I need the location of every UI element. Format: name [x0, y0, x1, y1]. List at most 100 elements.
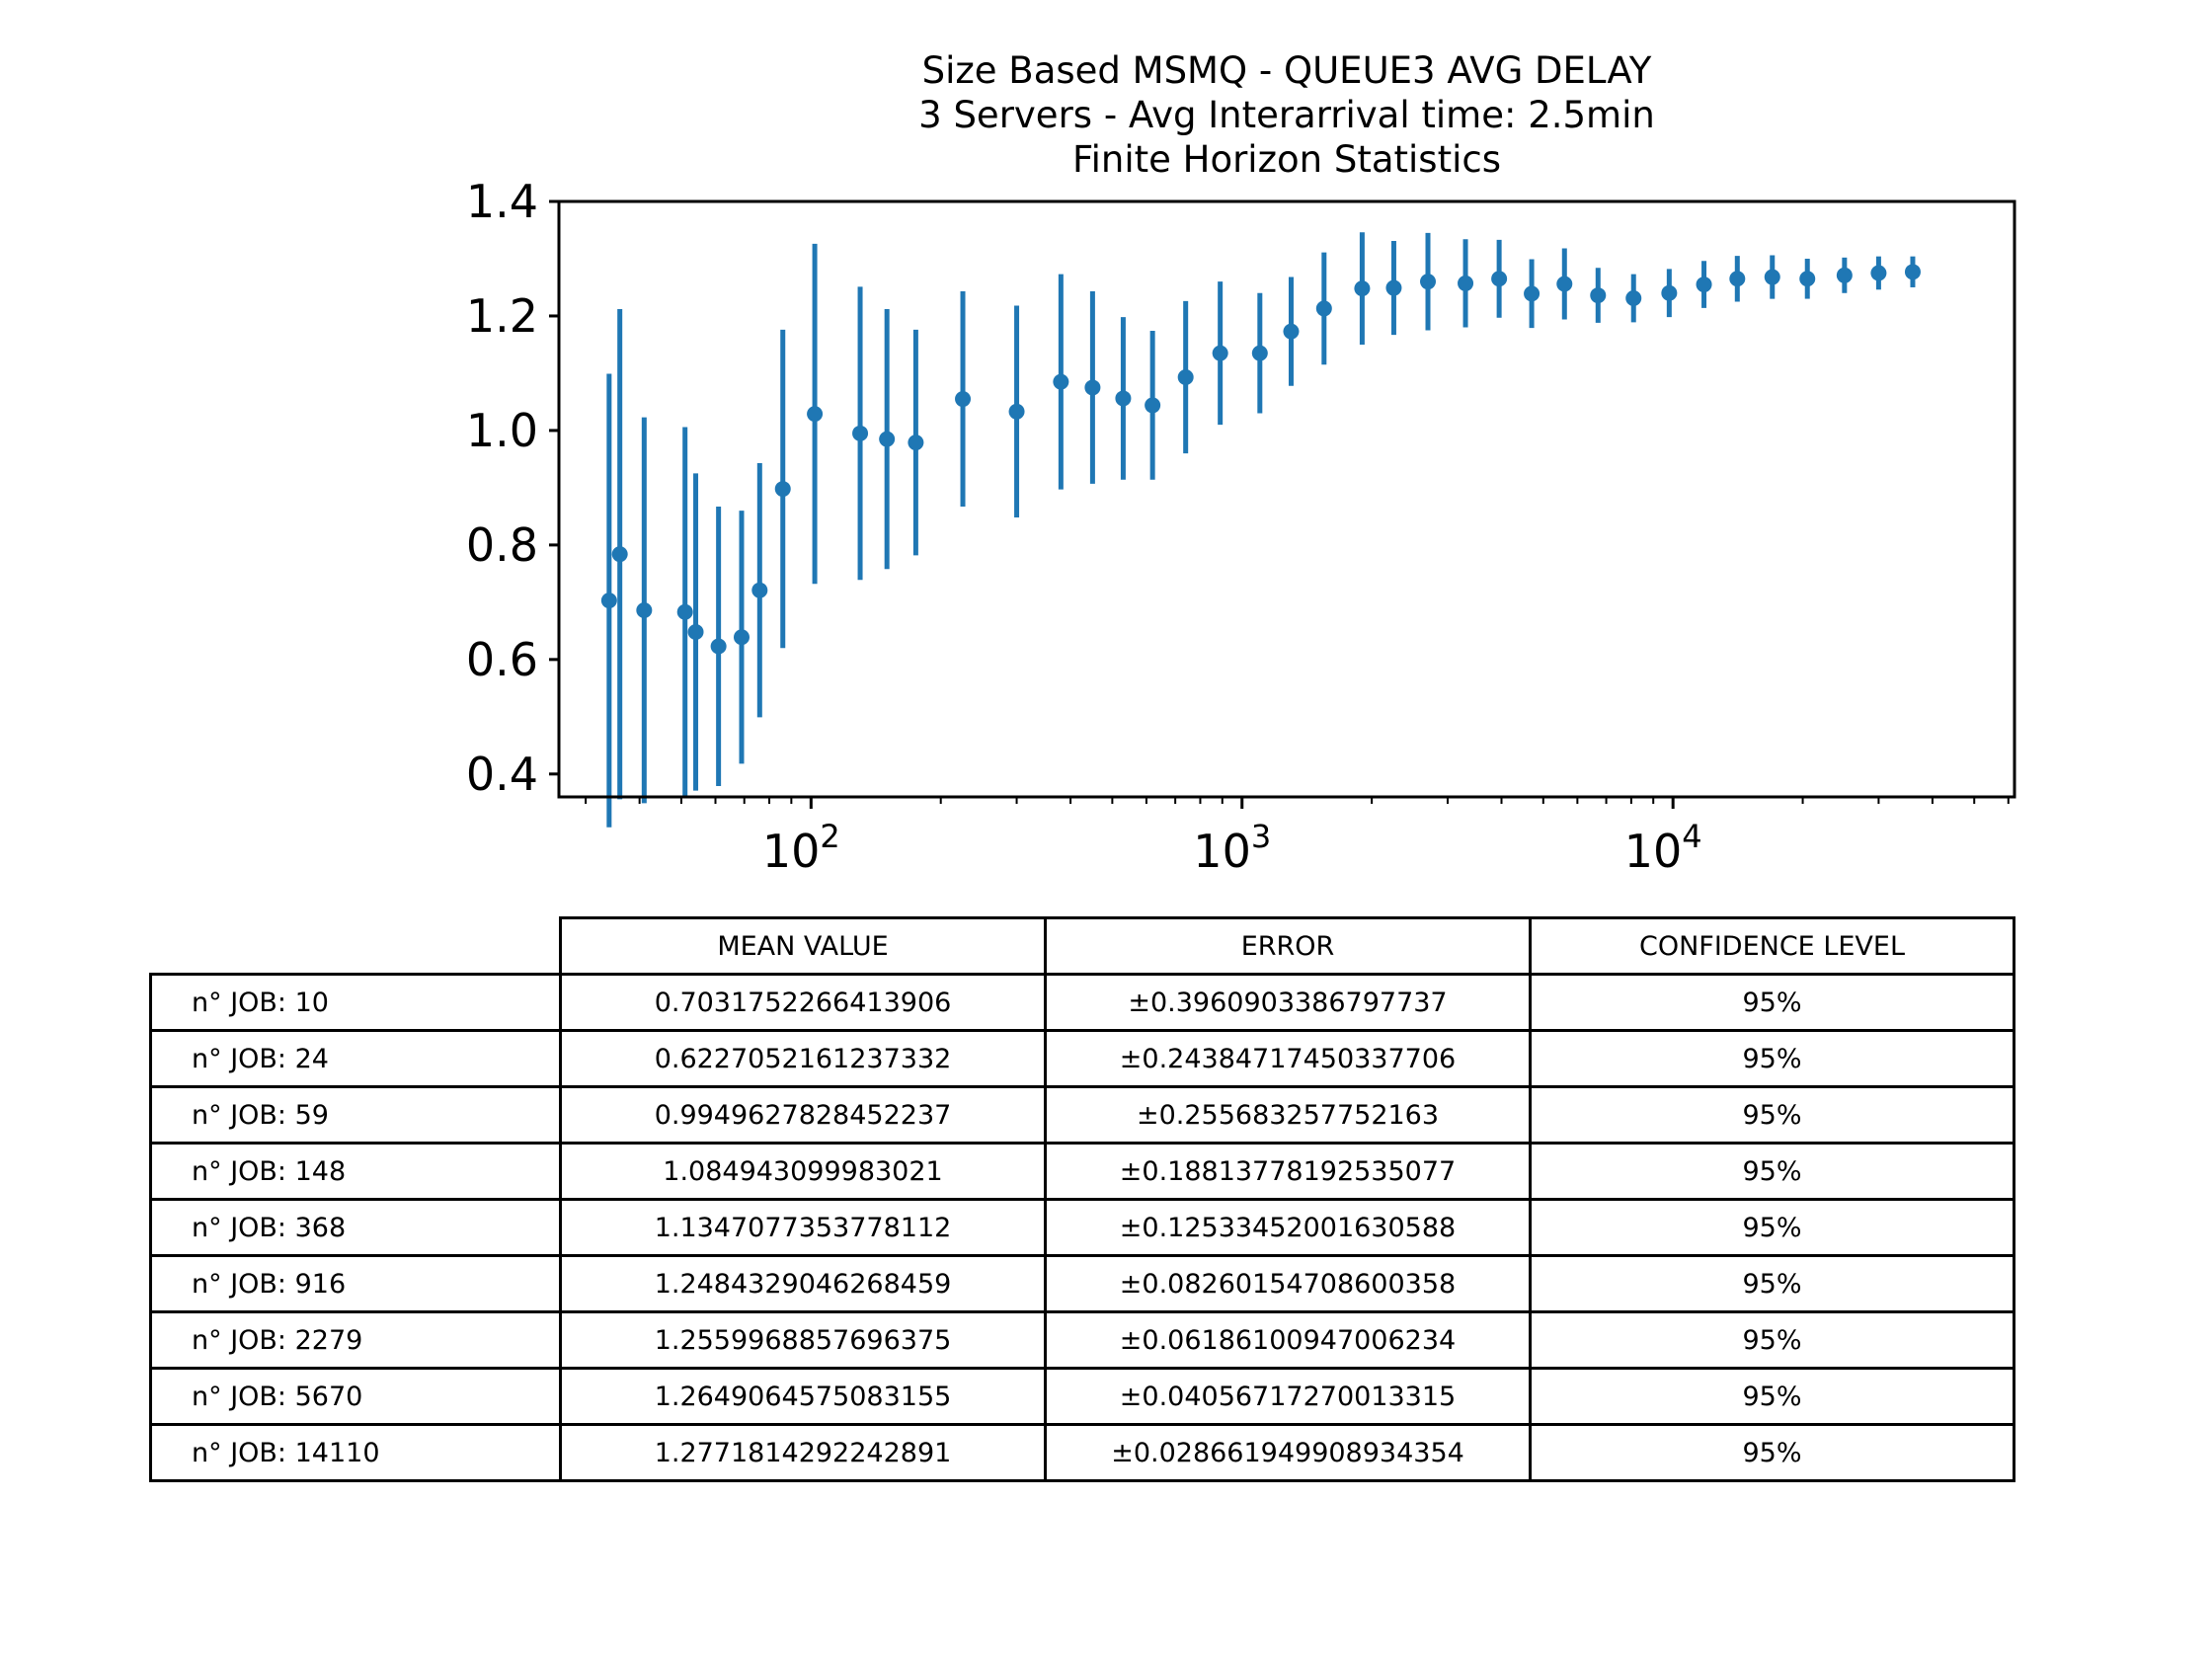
mean-value-cell: 0.7031752266413906 — [559, 973, 1047, 1032]
data-point — [1799, 271, 1816, 287]
y-tick-label: 0.8 — [466, 518, 538, 572]
confidence-cell: 95% — [1529, 1085, 2015, 1145]
data-point — [1625, 289, 1642, 306]
data-point — [1008, 403, 1025, 420]
confidence-cell: 95% — [1529, 1029, 2015, 1088]
row-label: n° JOB: 10 — [149, 973, 562, 1032]
mean-value-cell: 1.2649064575083155 — [559, 1367, 1047, 1426]
data-point — [1836, 267, 1853, 283]
table-corner — [150, 917, 562, 976]
errorbar-series — [600, 232, 1921, 828]
column-header: MEAN VALUE — [559, 916, 1047, 976]
x-axis: 102 103 104 — [585, 797, 2010, 878]
data-point — [1385, 279, 1402, 296]
data-point — [1251, 345, 1268, 361]
data-point — [1590, 287, 1607, 304]
table-row: n° JOB: 148 1.084943099983021 ±0.188137781… — [149, 1142, 2015, 1201]
row-label: n° JOB: 368 — [149, 1198, 562, 1257]
data-point — [1315, 300, 1332, 317]
y-tick-label: 1.4 — [466, 175, 538, 228]
y-tick-label: 1.2 — [466, 289, 538, 343]
row-label: n° JOB: 2279 — [149, 1310, 562, 1370]
error-cell: ±0.24384717450337706 — [1044, 1029, 1532, 1088]
chart-title-line: Size Based MSMQ - QUEUE3 AVG DELAY — [922, 49, 1652, 92]
confidence-cell: 95% — [1529, 1310, 2015, 1370]
plot-frame — [557, 199, 2016, 799]
data-point — [733, 629, 750, 646]
error-cell: ±0.028661949908934354 — [1044, 1423, 1532, 1482]
row-label: n° JOB: 24 — [149, 1029, 562, 1088]
table-row: n° JOB: 59 0.9949627828452237 ±0.255683257… — [149, 1085, 2015, 1145]
data-point — [1524, 285, 1540, 302]
table-row: n° JOB: 5670 1.2649064575083155 ±0.0405671… — [149, 1367, 2015, 1426]
confidence-cell: 95% — [1529, 1198, 2015, 1257]
row-label: n° JOB: 148 — [149, 1142, 562, 1201]
table-row: n° JOB: 2279 1.2559968857696375 ±0.0618610… — [149, 1310, 2015, 1370]
data-point — [676, 603, 693, 620]
error-cell: ±0.08260154708600358 — [1044, 1254, 1532, 1313]
confidence-cell: 95% — [1529, 1367, 2015, 1426]
data-point — [710, 638, 727, 655]
data-point — [1491, 271, 1508, 287]
mean-value-cell: 1.084943099983021 — [559, 1142, 1047, 1201]
mean-value-cell: 0.9949627828452237 — [559, 1085, 1047, 1145]
chart-title-line: Finite Horizon Statistics — [1072, 138, 1501, 181]
x-tick-label: 102 — [762, 818, 840, 878]
data-point — [636, 601, 653, 618]
data-point — [600, 592, 617, 609]
data-point — [908, 434, 924, 451]
confidence-cell: 95% — [1529, 1142, 2015, 1201]
data-point — [1904, 264, 1921, 280]
confidence-cell: 95% — [1529, 1254, 2015, 1313]
statistics-table: MEAN VALUE ERROR CONFIDENCE LEVEL n° JOB… — [149, 916, 2015, 1482]
error-cell: ±0.04056717270013315 — [1044, 1367, 1532, 1426]
data-point — [1764, 269, 1780, 285]
data-point — [1084, 379, 1101, 396]
error-cell: ±0.18813778192535077 — [1044, 1142, 1532, 1201]
column-header: ERROR — [1044, 916, 1532, 976]
y-tick-label: 1.0 — [466, 404, 538, 457]
data-point — [1115, 390, 1132, 407]
table-row: n° JOB: 14110 1.2771814292242891 ±0.028661… — [149, 1423, 2015, 1482]
y-tick-label: 0.4 — [466, 748, 538, 801]
data-point — [1661, 284, 1678, 301]
row-label: n° JOB: 59 — [149, 1085, 562, 1145]
table-row: n° JOB: 916 1.2484329046268459 ±0.08260154… — [149, 1254, 2015, 1313]
data-point — [1354, 280, 1371, 297]
column-header: CONFIDENCE LEVEL — [1529, 916, 2015, 976]
error-cell: ±0.06186100947006234 — [1044, 1310, 1532, 1370]
data-point — [1212, 345, 1228, 361]
y-tick-label: 0.6 — [466, 633, 538, 686]
mean-value-cell: 1.2771814292242891 — [559, 1423, 1047, 1482]
confidence-cell: 95% — [1529, 1423, 2015, 1482]
data-point — [1696, 276, 1712, 293]
data-point — [852, 425, 869, 441]
y-axis: 0.4 0.6 0.8 1.0 1.2 1.4 — [466, 175, 559, 801]
row-label: n° JOB: 916 — [149, 1254, 562, 1313]
data-point — [1177, 369, 1194, 386]
mean-value-cell: 1.1347077353778112 — [559, 1198, 1047, 1257]
table-row: n° JOB: 10 0.7031752266413906 ±0.396090338… — [149, 973, 2015, 1032]
data-point — [1458, 275, 1474, 291]
data-point — [1556, 276, 1573, 292]
data-point — [1053, 373, 1069, 390]
error-cell: ±0.255683257752163 — [1044, 1085, 1532, 1145]
data-point — [807, 406, 824, 423]
table-row: n° JOB: 24 0.6227052161237332 ±0.243847174… — [149, 1029, 2015, 1088]
data-point — [774, 481, 791, 498]
confidence-cell: 95% — [1529, 973, 2015, 1032]
data-point — [751, 582, 768, 598]
table-row: n° JOB: 368 1.1347077353778112 ±0.12533452… — [149, 1198, 2015, 1257]
data-point — [687, 624, 704, 641]
x-tick-label: 103 — [1193, 818, 1271, 878]
data-point — [955, 391, 972, 408]
row-label: n° JOB: 14110 — [149, 1423, 562, 1482]
data-point — [1870, 265, 1887, 281]
mean-value-cell: 1.2559968857696375 — [559, 1310, 1047, 1370]
mean-value-cell: 1.2484329046268459 — [559, 1254, 1047, 1313]
data-point — [1145, 397, 1161, 414]
chart-title-line: 3 Servers - Avg Interarrival time: 2.5mi… — [918, 94, 1655, 136]
data-point — [1283, 323, 1300, 340]
